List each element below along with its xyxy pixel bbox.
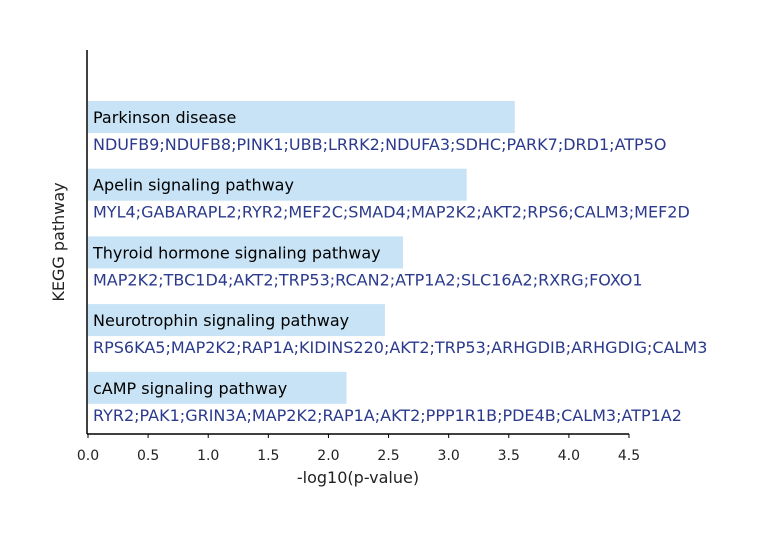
labels-layer: Parkinson disease NDUFB9;NDUFB8;PINK1;UBB… — [92, 108, 707, 425]
x-tick-label: 1.0 — [197, 448, 219, 464]
pathway-label: Apelin signaling pathway — [93, 176, 294, 195]
gene-list-label: RYR2;PAK1;GRIN3A;MAP2K2;RAP1A;AKT2;PPP1R… — [93, 406, 682, 425]
x-tick-label: 3.5 — [498, 448, 520, 464]
bars-layer — [88, 101, 515, 404]
pathway-label: Neurotrophin signaling pathway — [93, 311, 349, 330]
gene-list-label: NDUFB9;NDUFB8;PINK1;UBB;LRRK2;NDUFA3;SDH… — [93, 135, 666, 154]
x-tick-label: 0.0 — [77, 448, 99, 464]
x-axis-label: -log10(p-value) — [297, 468, 419, 487]
pathway-label: Parkinson disease — [93, 108, 236, 127]
gene-list-label: RPS6KA5;MAP2K2;RAP1A;KIDINS220;AKT2;TRP5… — [93, 338, 707, 357]
x-tick-label: 2.5 — [377, 448, 399, 464]
gene-list-label: MAP2K2;TBC1D4;AKT2;TRP53;RCAN2;ATP1A2;SL… — [93, 270, 643, 289]
y-axis-label: KEGG pathway — [49, 182, 68, 301]
bar — [88, 101, 515, 133]
x-tick-label: 0.5 — [137, 448, 159, 464]
bar — [88, 168, 467, 201]
x-ticks-layer: 0.0 0.5 1.0 1.5 2.0 2.5 3.0 3.5 4.0 4.5 — [77, 434, 640, 464]
gene-list-label: MYL4;GABARAPL2;RYR2;MEF2C;SMAD4;MAP2K2;A… — [93, 203, 690, 222]
x-tick-label: 3.0 — [438, 448, 460, 464]
x-tick-label: 1.5 — [257, 448, 279, 464]
pathway-label: cAMP signaling pathway — [93, 379, 287, 398]
bar — [88, 236, 403, 269]
x-tick-label: 4.5 — [618, 448, 640, 464]
bar — [88, 371, 347, 404]
x-tick-label: 4.0 — [558, 448, 580, 464]
pathway-label: Thyroid hormone signaling pathway — [92, 243, 381, 262]
x-tick-label: 2.0 — [317, 448, 339, 464]
bar — [88, 304, 385, 337]
